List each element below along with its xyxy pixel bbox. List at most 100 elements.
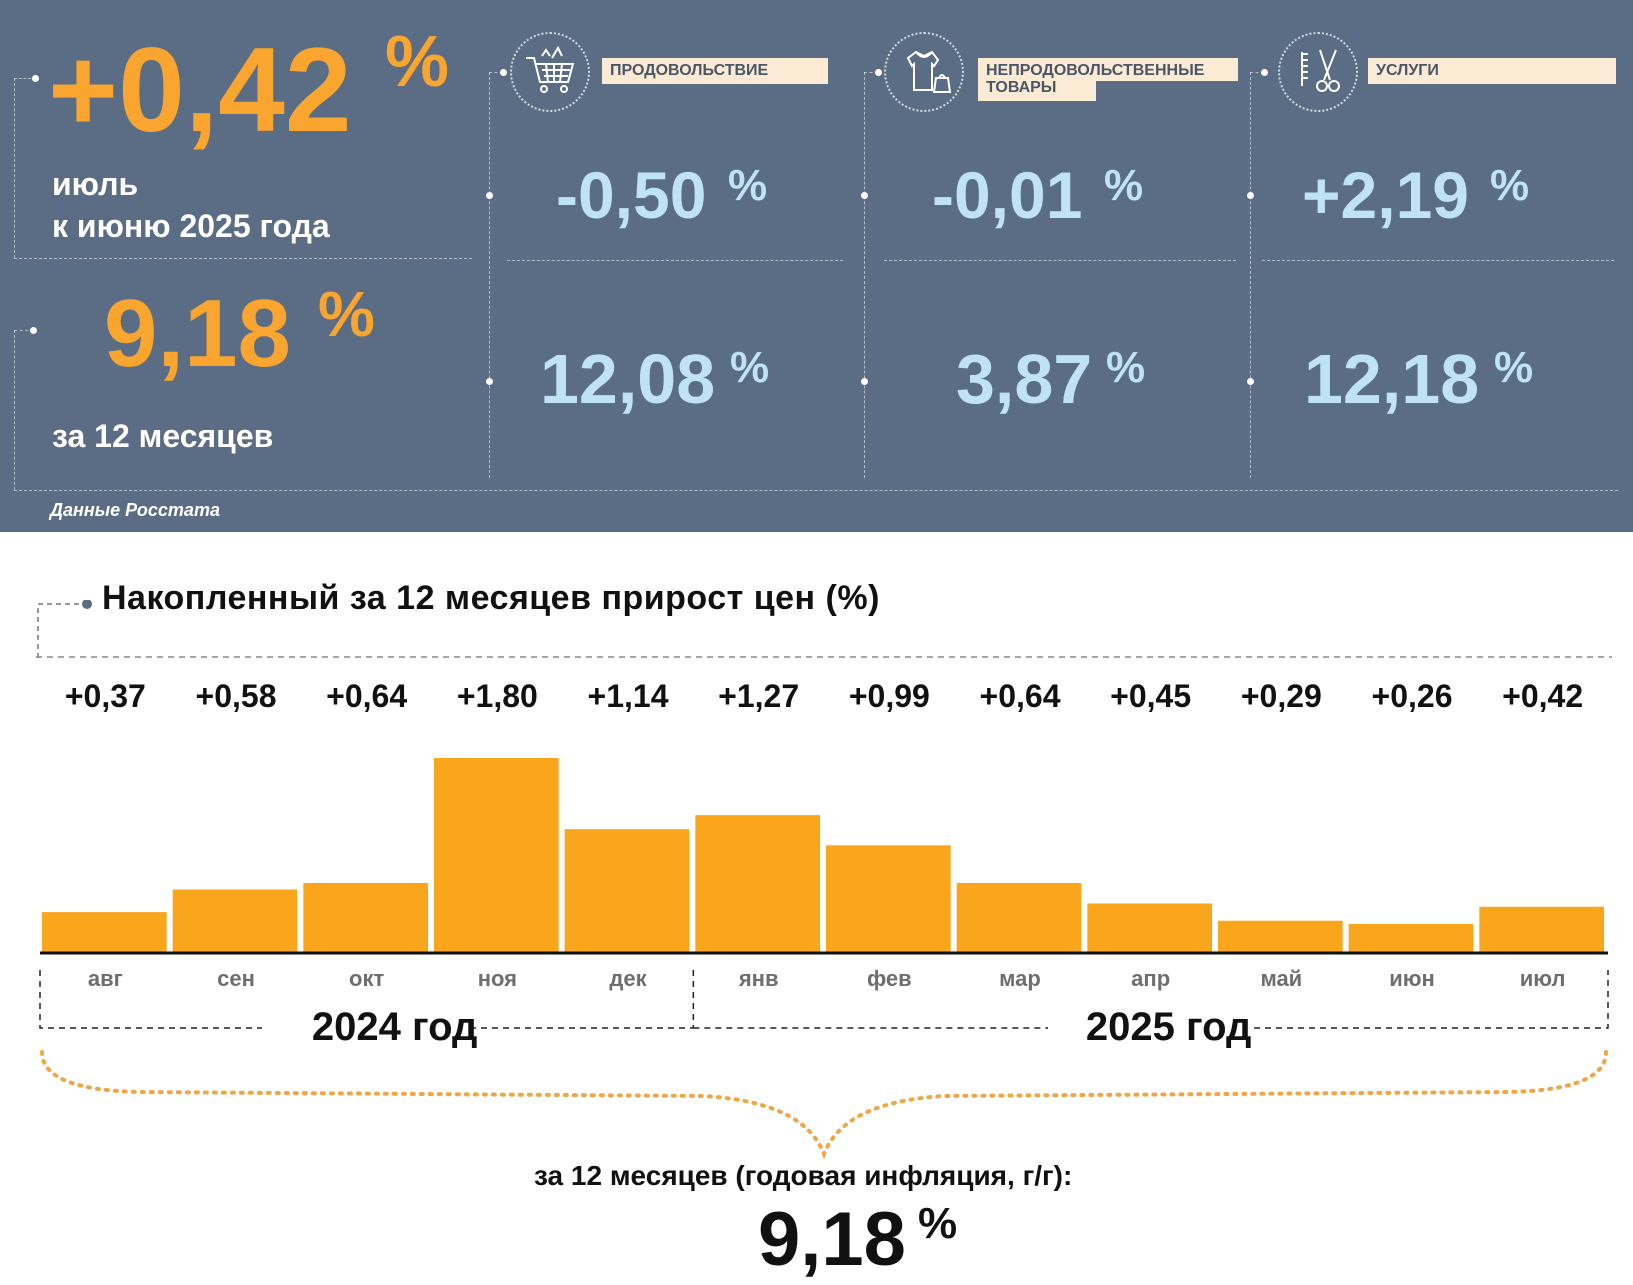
- bar-фев: [826, 845, 951, 952]
- inflation-bar-chart: +0,37 авг +0,58 сен +0,64 окт +1,80 ноя +1,14 дек…: [36, 656, 1612, 1160]
- year-total-brace: [40, 1050, 1608, 1160]
- bar-авг: [42, 912, 167, 952]
- category-label-food: ПРОДОВОЛЬСТВИЕ: [602, 58, 828, 84]
- divider-line: [507, 260, 843, 261]
- connector-line: [14, 78, 15, 258]
- total-value: 9,18: [758, 1197, 906, 1282]
- clothing-icon: [884, 32, 964, 112]
- category-label-nonfood-2: ТОВАРЫ: [978, 78, 1096, 101]
- year-bracket-2025-right: [1254, 970, 1609, 1029]
- services-monthly-unit: %: [1490, 161, 1530, 210]
- total-caption: за 12 месяцев (годовая инфляция, г/г):: [534, 1160, 1073, 1191]
- row-dot: [486, 378, 493, 385]
- month-label-апр: апр: [1131, 966, 1170, 991]
- month-label-авг: авг: [88, 966, 123, 991]
- column-line: [1250, 72, 1251, 478]
- row-dot: [1247, 192, 1254, 199]
- bar-ноя: [434, 758, 559, 952]
- food-monthly-unit: %: [728, 161, 768, 210]
- value-label-май: +0,29: [1241, 678, 1322, 714]
- divider-line: [14, 258, 472, 259]
- value-label-июн: +0,26: [1372, 678, 1453, 714]
- month-label-дек: дек: [609, 966, 647, 991]
- bar-янв: [695, 815, 820, 952]
- connector-line: [14, 330, 34, 331]
- month-label-ноя: ноя: [478, 966, 517, 991]
- bar-май: [1218, 920, 1343, 952]
- month-label-май: май: [1260, 966, 1302, 991]
- month-label-июл: июл: [1520, 966, 1566, 991]
- annual-inflation-unit: %: [318, 278, 375, 350]
- category-label-services: УСЛУГИ: [1368, 58, 1616, 84]
- nonfood-annual-value: 3,87: [956, 340, 1093, 418]
- row-dot: [861, 192, 868, 199]
- value-label-ноя: +1,80: [457, 678, 538, 714]
- value-label-июл: +0,42: [1502, 678, 1583, 714]
- divider-line: [14, 490, 1618, 491]
- year-label-2024: 2024 год: [312, 1005, 478, 1049]
- nonfood-annual-unit: %: [1106, 343, 1146, 392]
- month-label-янв: янв: [738, 966, 779, 991]
- divider-line: [1262, 260, 1614, 261]
- row-dot: [1247, 378, 1254, 385]
- value-label-дек: +1,14: [588, 678, 669, 714]
- shopping-cart-icon: [510, 32, 590, 112]
- column-line: [864, 72, 865, 478]
- connector-line: [489, 72, 503, 73]
- connector-line: [1250, 72, 1264, 73]
- value-label-авг: +0,37: [65, 678, 146, 714]
- value-label-фев: +0,99: [849, 678, 930, 714]
- monthly-label-month: июль: [52, 166, 139, 202]
- value-label-янв: +1,27: [718, 678, 799, 714]
- connector-line: [14, 330, 15, 490]
- total-unit: %: [918, 1199, 958, 1248]
- bar-апр: [1087, 903, 1212, 952]
- column-line: [489, 72, 490, 478]
- connector-line: [864, 72, 878, 73]
- scissors-comb-icon: [1278, 32, 1358, 112]
- divider-line: [884, 260, 1236, 261]
- services-annual-value: 12,18: [1304, 340, 1480, 418]
- month-label-сен: сен: [217, 966, 255, 991]
- source-note: Данные Росстата: [50, 500, 220, 520]
- value-label-сен: +0,58: [196, 678, 277, 714]
- month-label-фев: фев: [867, 966, 912, 991]
- food-monthly-value: -0,50: [556, 158, 707, 232]
- food-annual-unit: %: [730, 343, 770, 392]
- annual-label: за 12 месяцев: [52, 418, 274, 454]
- summary-panel: +0,42 % июль к июню 2025 года 9,18 % за …: [0, 0, 1633, 532]
- monthly-inflation-value: +0,42: [48, 23, 352, 157]
- connector-dot: [500, 69, 507, 76]
- row-dot: [861, 378, 868, 385]
- year-label-2025: 2025 год: [1086, 1005, 1252, 1049]
- chart-title: Накопленный за 12 месяцев прирост цен (%…: [102, 579, 880, 617]
- value-label-окт: +0,64: [326, 678, 407, 714]
- food-annual-value: 12,08: [540, 340, 716, 418]
- bar-сен: [172, 889, 298, 952]
- bar-дек: [564, 829, 690, 952]
- services-monthly-value: +2,19: [1302, 158, 1469, 232]
- connector-dot: [32, 75, 39, 82]
- value-label-мар: +0,64: [980, 678, 1061, 714]
- nonfood-monthly-unit: %: [1104, 161, 1144, 210]
- nonfood-monthly-value: -0,01: [932, 158, 1083, 232]
- connector-dot: [30, 327, 37, 334]
- monthly-label-period: к июню 2025 года: [52, 208, 330, 244]
- year-bracket-2024-left: [39, 970, 262, 1029]
- bar-июл: [1479, 906, 1604, 952]
- title-connector: [37, 600, 92, 658]
- connector-dot: [1261, 69, 1268, 76]
- monthly-inflation-unit: %: [385, 22, 450, 102]
- bar-мар: [956, 883, 1082, 952]
- connector-dot: [875, 69, 882, 76]
- month-label-мар: мар: [999, 966, 1041, 991]
- category-label-nonfood: НЕПРОДОВОЛЬСТВЕННЫЕ: [978, 58, 1238, 81]
- month-label-июн: июн: [1389, 966, 1435, 991]
- row-dot: [486, 192, 493, 199]
- value-label-апр: +0,45: [1110, 678, 1191, 714]
- services-annual-unit: %: [1494, 343, 1534, 392]
- bar-окт: [303, 883, 428, 952]
- annual-inflation-value: 9,18: [104, 280, 291, 387]
- month-label-окт: окт: [349, 966, 384, 991]
- bar-июн: [1348, 923, 1474, 952]
